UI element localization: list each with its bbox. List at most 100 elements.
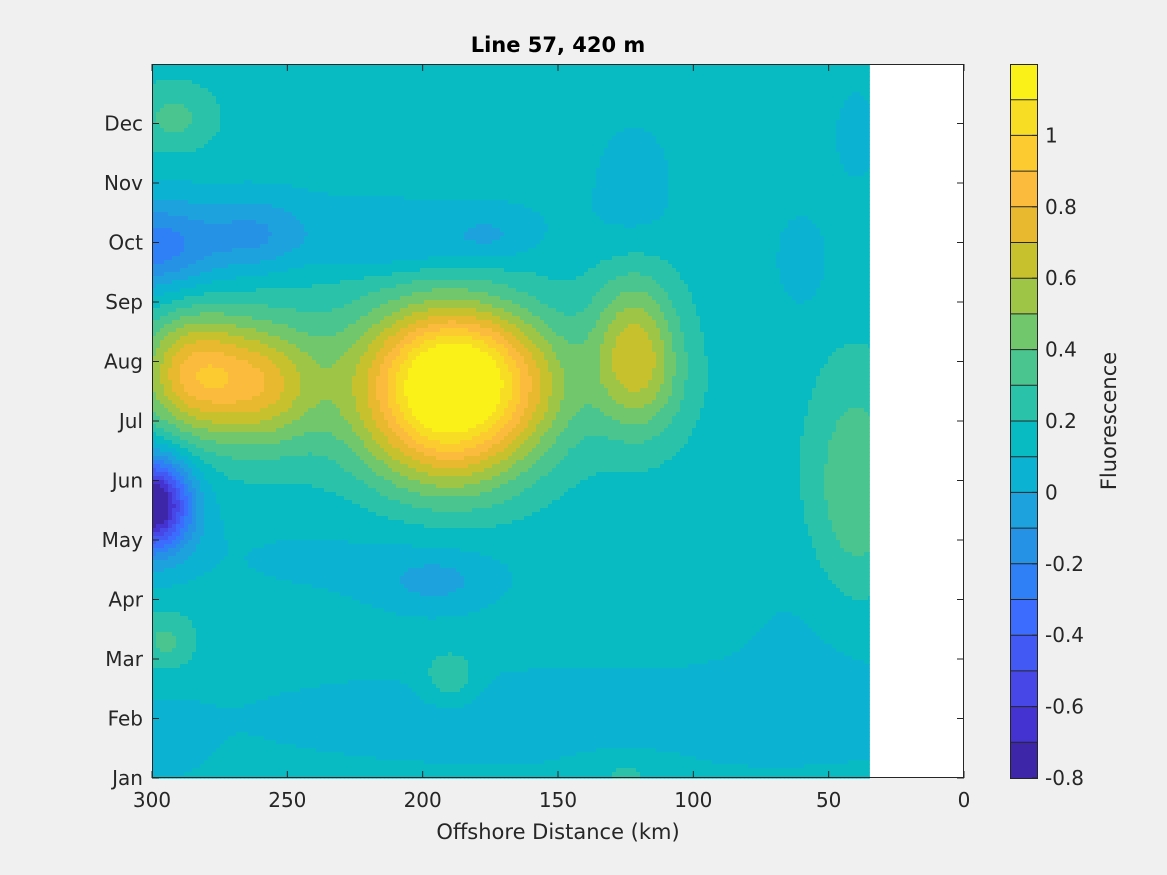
contour-cell-2422: [480, 116, 485, 121]
contour-cell-1705: [492, 100, 497, 105]
contour-cell-3971: [196, 152, 201, 157]
contour-cell-3660: [392, 144, 397, 149]
contour-cell-2467: [660, 116, 665, 121]
contour-cell-2412: [440, 116, 445, 121]
contour-cell-1610: [832, 96, 837, 101]
contour-cell-1839: [308, 104, 313, 109]
contour-cell-2252: [520, 112, 525, 117]
contour-cell-4099: [708, 152, 713, 157]
contour-cell-1282: [240, 92, 245, 97]
contour-cell-2577: [380, 120, 385, 125]
contour-cell-4398: [464, 160, 469, 165]
contour-cell-2994: [608, 128, 613, 133]
contour-cell-2133: [764, 108, 769, 113]
contour-cell-4395: [452, 160, 457, 165]
contour-cell-1143: [404, 88, 409, 93]
contour-cell-2233: [444, 112, 449, 117]
contour-cell-3917: [700, 148, 705, 153]
contour-cell-623: [484, 76, 489, 81]
contour-cell-1820: [232, 104, 237, 109]
contour-cell-3272: [280, 136, 285, 141]
contour-cell-3583: [804, 140, 809, 145]
contour-cell-521: [796, 72, 801, 77]
contour-cell-2853: [764, 124, 769, 129]
contour-cell-4240: [552, 156, 557, 161]
contour-cell-662: [640, 76, 645, 81]
contour-cell-1249: [828, 88, 833, 93]
contour-cell-3547: [660, 140, 665, 145]
contour-cell-3615: [212, 144, 217, 149]
contour-cell-235: [372, 68, 377, 73]
contour-cell-3865: [492, 148, 497, 153]
contour-cell-3987: [260, 152, 265, 157]
contour-cell-574: [288, 76, 293, 81]
contour-cell-4180: [312, 156, 317, 161]
contour-cell-764: [328, 80, 333, 85]
contour-cell-439: [468, 72, 473, 77]
contour-cell-3118: [384, 132, 389, 137]
contour-cell-1237: [780, 88, 785, 93]
contour-cell-4218: [464, 156, 469, 161]
contour-cell-4239: [548, 156, 553, 161]
contour-cell-991: [516, 84, 521, 89]
contour-cell-4053: [524, 152, 529, 157]
contour-cell-752: [280, 80, 285, 85]
contour-cell-2186: [256, 112, 261, 117]
contour-cell-1136: [376, 88, 381, 93]
contour-cell-3521: [556, 140, 561, 145]
contour-cell-2071: [516, 108, 521, 113]
contour-cell-4193: [364, 156, 369, 161]
contour-cell-1542: [560, 96, 565, 101]
contour-cell-4301: [796, 156, 801, 161]
contour-cell-217: [300, 68, 305, 73]
contour-cell-1062: [800, 84, 805, 89]
contour-cell-4262: [640, 156, 645, 161]
contour-cell-1177: [540, 88, 545, 93]
contour-cell-1363: [564, 92, 569, 97]
contour-cell-1485: [332, 96, 337, 101]
contour-cell-4231: [516, 156, 521, 161]
contour-cell-4274: [688, 156, 693, 161]
contour-cell-2889: [188, 128, 193, 133]
contour-cell-600: [392, 76, 397, 81]
contour-cell-789: [428, 80, 433, 85]
contour-cell-329: [748, 68, 753, 73]
contour-cell-4372: [360, 160, 365, 165]
contour-cell-2855: [772, 124, 777, 129]
contour-cell-4115: [772, 152, 777, 157]
contour-cell-744: [248, 80, 253, 85]
contour-cell-3065: [172, 132, 177, 137]
contour-cell-1928: [664, 104, 669, 109]
contour-cell-4364: [328, 160, 333, 165]
contour-cell-2872: [840, 124, 845, 129]
contour-cell-3276: [296, 136, 301, 141]
contour-cell-3450: [272, 140, 277, 145]
contour-cell-2408: [424, 116, 429, 121]
contour-cell-3209: [748, 132, 753, 137]
contour-cell-3068: [184, 132, 189, 137]
contour-cell-603: [404, 76, 409, 81]
contour-cell-2818: [624, 124, 629, 129]
contour-cell-4054: [528, 152, 533, 157]
contour-cell-2469: [668, 116, 673, 121]
contour-cell-333: [764, 68, 769, 73]
contour-cell-3442: [240, 140, 245, 145]
contour-cell-453: [524, 72, 529, 77]
contour-cell-2502: [800, 116, 805, 121]
contour-cell-1450: [192, 96, 197, 101]
contour-cell-802: [480, 80, 485, 85]
contour-cell-1414: [768, 92, 773, 97]
contour-cell-2273: [604, 112, 609, 117]
contour-cell-1071: [836, 84, 841, 89]
contour-cell-4177: [300, 156, 305, 161]
contour-cell-4153: [204, 156, 209, 161]
contour-cell-4068: [584, 152, 589, 157]
contour-cell-2290: [672, 112, 677, 117]
contour-cell-3753: [764, 144, 769, 149]
contour-cell-2949: [428, 128, 433, 133]
contour-cell-1289: [268, 92, 273, 97]
contour-cell-1577: [700, 96, 705, 101]
contour-cell-2937: [380, 128, 385, 133]
contour-cell-3989: [268, 152, 273, 157]
contour-cell-524: [808, 72, 813, 77]
